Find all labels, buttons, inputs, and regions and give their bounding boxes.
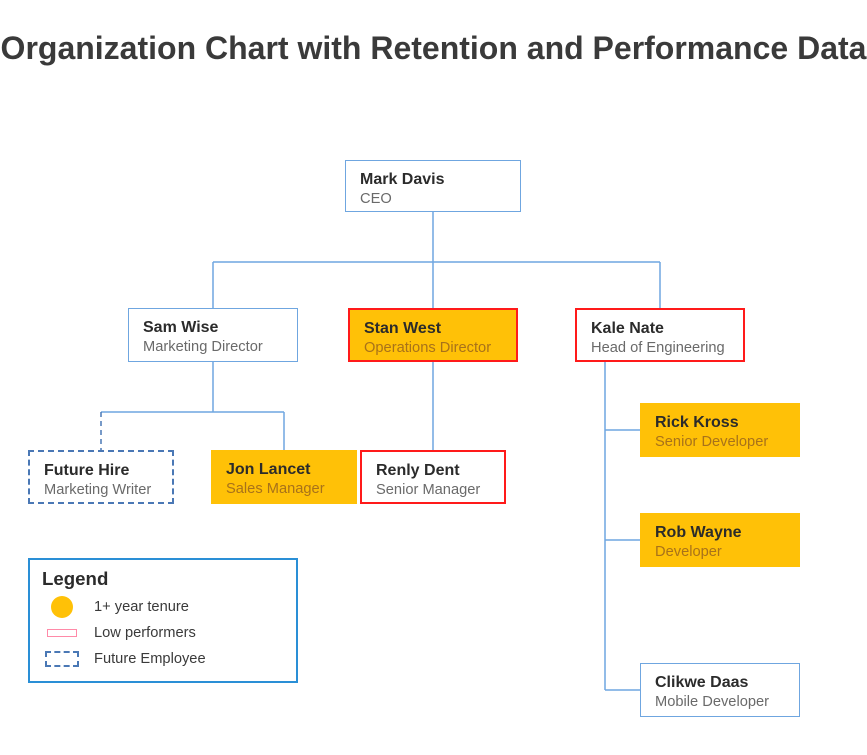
node-role: Head of Engineering (591, 340, 729, 356)
legend-box: Legend 1+ year tenure Low performers Futur… (28, 558, 298, 683)
node-role: Marketing Writer (44, 482, 158, 498)
org-node-senior-manager: Renly Dent Senior Manager (360, 450, 506, 504)
node-name: Kale Nate (591, 320, 729, 338)
node-role: Marketing Director (143, 339, 283, 355)
node-role: Senior Developer (655, 434, 785, 450)
node-role: Mobile Developer (655, 694, 785, 710)
chart-title: Organization Chart with Retention and Pe… (0, 28, 867, 68)
org-node-marketing-director: Sam Wise Marketing Director (128, 308, 298, 362)
org-node-sales-manager: Jon Lancet Sales Manager (211, 450, 357, 504)
node-name: Rick Kross (655, 414, 785, 432)
org-node-senior-developer: Rick Kross Senior Developer (640, 403, 800, 457)
node-name: Stan West (364, 320, 502, 338)
node-name: Jon Lancet (226, 461, 342, 479)
node-name: Mark Davis (360, 171, 506, 189)
legend-label: 1+ year tenure (94, 599, 189, 615)
node-name: Sam Wise (143, 319, 283, 337)
legend-title: Legend (42, 568, 284, 590)
node-role: Sales Manager (226, 481, 342, 497)
node-name: Rob Wayne (655, 524, 785, 542)
legend-item: Low performers (42, 622, 284, 644)
org-node-ceo: Mark Davis CEO (345, 160, 521, 212)
org-node-operations-director: Stan West Operations Director (348, 308, 518, 362)
node-name: Renly Dent (376, 462, 490, 480)
org-node-mobile-developer: Clikwe Daas Mobile Developer (640, 663, 800, 717)
node-role: CEO (360, 191, 506, 207)
legend-label: Future Employee (94, 651, 206, 667)
legend-swatch (42, 629, 82, 637)
legend-swatch (42, 651, 82, 667)
legend-swatch (42, 596, 82, 618)
org-node-developer: Rob Wayne Developer (640, 513, 800, 567)
node-role: Developer (655, 544, 785, 560)
legend-item: Future Employee (42, 648, 284, 670)
node-role: Senior Manager (376, 482, 490, 498)
legend-label: Low performers (94, 625, 196, 641)
node-role: Operations Director (364, 340, 502, 356)
node-name: Clikwe Daas (655, 674, 785, 692)
node-name: Future Hire (44, 462, 158, 480)
org-node-future-hire: Future Hire Marketing Writer (28, 450, 174, 504)
legend-item: 1+ year tenure (42, 596, 284, 618)
org-node-head-engineering: Kale Nate Head of Engineering (575, 308, 745, 362)
